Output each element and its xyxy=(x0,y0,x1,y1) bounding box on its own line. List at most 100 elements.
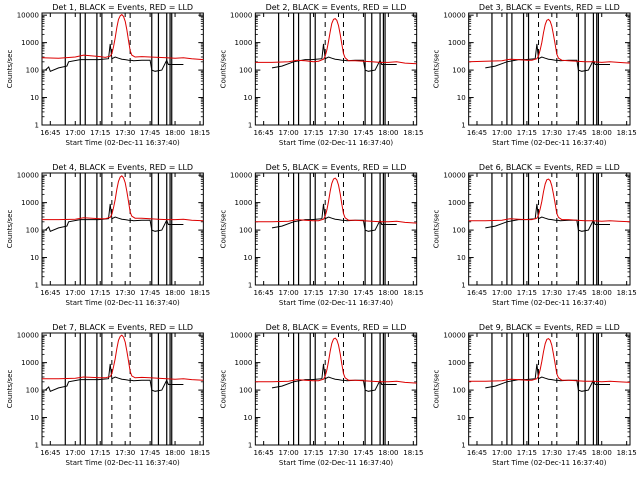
y-tick-label: 1000 xyxy=(21,359,39,367)
x-axis-label: Start Time (02-Dec-11 16:37:40) xyxy=(66,299,180,307)
y-tick-label: 1000 xyxy=(235,199,253,207)
series-line-events xyxy=(271,43,397,72)
plot-frame xyxy=(41,172,204,286)
detector-panel-6: Det 6, BLACK = Events, RED = LLD 16:45 17:… xyxy=(433,163,637,307)
y-tick-label: 100 xyxy=(452,227,465,235)
detector-panel-7: Det 7, BLACK = Events, RED = LLD 16:45 17:… xyxy=(6,323,210,467)
y-tick-label: 10 xyxy=(457,254,466,262)
x-tick-label: 17:15 xyxy=(303,129,323,137)
plot-frame xyxy=(468,12,631,126)
x-tick-label: 17:30 xyxy=(115,449,135,457)
detector-panel-8: Det 8, BLACK = Events, RED = LLD 16:45 17:… xyxy=(219,323,423,467)
series-line-lld xyxy=(468,337,631,383)
y-tick-label: 1000 xyxy=(21,39,39,47)
y-tick-label: 1 xyxy=(35,282,39,290)
y-tick-label: 10000 xyxy=(17,172,39,180)
series-line-events xyxy=(485,203,610,232)
x-tick-label: 17:00 xyxy=(65,449,85,457)
x-tick-label: 17:15 xyxy=(303,449,323,457)
detector-panel-2: Det 2, BLACK = Events, RED = LLD 16:45 17:… xyxy=(219,3,423,147)
x-axis-label: Start Time (02-Dec-11 16:37:40) xyxy=(492,459,606,467)
panel-title: Det 8, BLACK = Events, RED = LLD xyxy=(266,323,407,332)
x-axis-label: Start Time (02-Dec-11 16:37:40) xyxy=(279,299,393,307)
x-tick-label: 18:15 xyxy=(617,289,637,297)
series-line-events xyxy=(271,363,397,392)
x-tick-label: 17:45 xyxy=(140,289,160,297)
y-axis-label: Counts/sec xyxy=(433,210,441,249)
series-line-lld xyxy=(41,13,204,61)
y-tick-label: 1000 xyxy=(448,359,466,367)
y-tick-label: 100 xyxy=(26,387,39,395)
plot-frame xyxy=(41,332,204,446)
y-axis-label: Counts/sec xyxy=(219,50,227,89)
x-tick-label: 18:00 xyxy=(592,289,612,297)
x-tick-label: 16:45 xyxy=(40,129,60,137)
series-line-lld xyxy=(42,175,204,222)
x-tick-label: 17:30 xyxy=(328,129,348,137)
panel-title: Det 5, BLACK = Events, RED = LLD xyxy=(266,163,407,172)
x-tick-label: 17:30 xyxy=(328,289,348,297)
y-tick-label: 100 xyxy=(239,67,252,75)
y-axis-label: Counts/sec xyxy=(6,370,14,409)
x-tick-label: 18:15 xyxy=(190,449,210,457)
detector-panel-1: Det 1, BLACK = Events, RED = LLD 16:45 17:… xyxy=(6,3,210,147)
y-axis-label: Counts/sec xyxy=(433,370,441,409)
series-line-events xyxy=(44,43,184,72)
x-tick-label: 18:15 xyxy=(190,289,210,297)
y-tick-label: 10000 xyxy=(230,332,252,340)
x-tick-label: 18:00 xyxy=(165,449,185,457)
series-line-events xyxy=(271,203,397,232)
y-tick-label: 100 xyxy=(452,387,465,395)
series-line-events xyxy=(44,363,184,392)
y-tick-label: 10 xyxy=(243,254,252,262)
y-axis-label: Counts/sec xyxy=(6,210,14,249)
x-axis-label: Start Time (02-Dec-11 16:37:40) xyxy=(492,299,606,307)
plot-frame xyxy=(254,12,418,126)
y-tick-label: 100 xyxy=(239,387,252,395)
x-tick-label: 17:15 xyxy=(517,449,537,457)
y-tick-label: 10 xyxy=(243,94,252,102)
y-tick-label: 100 xyxy=(239,227,252,235)
x-axis-label: Start Time (02-Dec-11 16:37:40) xyxy=(279,459,393,467)
series-line-lld xyxy=(255,337,417,384)
panel-title: Det 4, BLACK = Events, RED = LLD xyxy=(52,163,193,172)
y-tick-label: 10 xyxy=(243,414,252,422)
x-tick-label: 17:00 xyxy=(492,129,512,137)
y-tick-label: 100 xyxy=(26,67,39,75)
detector-panel-5: Det 5, BLACK = Events, RED = LLD 16:45 17:… xyxy=(219,163,423,307)
x-tick-label: 16:45 xyxy=(467,449,487,457)
x-tick-label: 17:00 xyxy=(492,289,512,297)
x-tick-label: 17:30 xyxy=(115,289,135,297)
x-tick-label: 18:15 xyxy=(403,129,423,137)
x-tick-label: 18:00 xyxy=(165,129,185,137)
x-tick-label: 17:30 xyxy=(542,449,562,457)
detector-panel-3: Det 3, BLACK = Events, RED = LLD 16:45 17:… xyxy=(433,3,637,147)
plot-frame xyxy=(254,332,418,446)
y-tick-label: 10000 xyxy=(230,172,252,180)
y-tick-label: 10 xyxy=(457,414,466,422)
x-tick-label: 18:15 xyxy=(617,449,637,457)
x-tick-label: 16:45 xyxy=(254,289,274,297)
series-line-lld xyxy=(468,18,631,64)
y-tick-label: 1 xyxy=(461,282,465,290)
x-tick-label: 17:45 xyxy=(353,449,373,457)
y-tick-label: 1000 xyxy=(448,39,466,47)
y-tick-label: 10 xyxy=(30,414,39,422)
panel-title: Det 6, BLACK = Events, RED = LLD xyxy=(479,163,620,172)
y-tick-label: 1 xyxy=(461,442,465,450)
series-line-lld xyxy=(255,177,417,224)
y-tick-label: 1 xyxy=(35,442,39,450)
y-tick-label: 1000 xyxy=(448,199,466,207)
x-tick-label: 16:45 xyxy=(254,449,274,457)
x-tick-label: 17:00 xyxy=(65,129,85,137)
x-axis-label: Start Time (02-Dec-11 16:37:40) xyxy=(492,139,606,147)
y-tick-label: 10000 xyxy=(17,332,39,340)
x-tick-label: 18:00 xyxy=(378,289,398,297)
y-tick-label: 1000 xyxy=(235,39,253,47)
x-tick-label: 16:45 xyxy=(467,289,487,297)
x-tick-label: 16:45 xyxy=(254,129,274,137)
plot-frame xyxy=(41,12,204,126)
y-tick-label: 10 xyxy=(30,254,39,262)
plot-frame xyxy=(254,172,418,286)
